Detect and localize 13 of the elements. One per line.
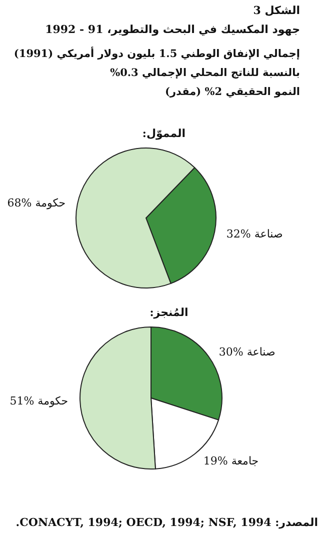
slice-label: حكومة 51% xyxy=(10,394,68,408)
slice-label: صناعة 30% xyxy=(218,346,276,359)
text: المصدر: CONACYT, 1994; OECD, 1994; NSF, 1994. xyxy=(16,516,318,529)
slice-label: جامعة 19% xyxy=(203,454,259,468)
slice-label: حكومة 68% xyxy=(7,196,66,210)
slice-label: صناعة 32% xyxy=(226,228,283,241)
chart-title: المموّل: xyxy=(142,127,186,140)
text: إجمالي الإنفاق الوطني 1.5 بليون دولار أمريكي (1991) xyxy=(14,46,300,60)
text: النمو الحقيقي 2% (مقدر) xyxy=(165,86,300,98)
text: الشكل 3 xyxy=(253,4,300,17)
text: جهود المكسيك في البحث والتطوير، 91 - 1992 xyxy=(45,23,300,36)
chart-title: المُنجز: xyxy=(150,306,188,319)
text: بالنسبة للناتج المحلي الإجمالي 0.3% xyxy=(110,67,300,79)
